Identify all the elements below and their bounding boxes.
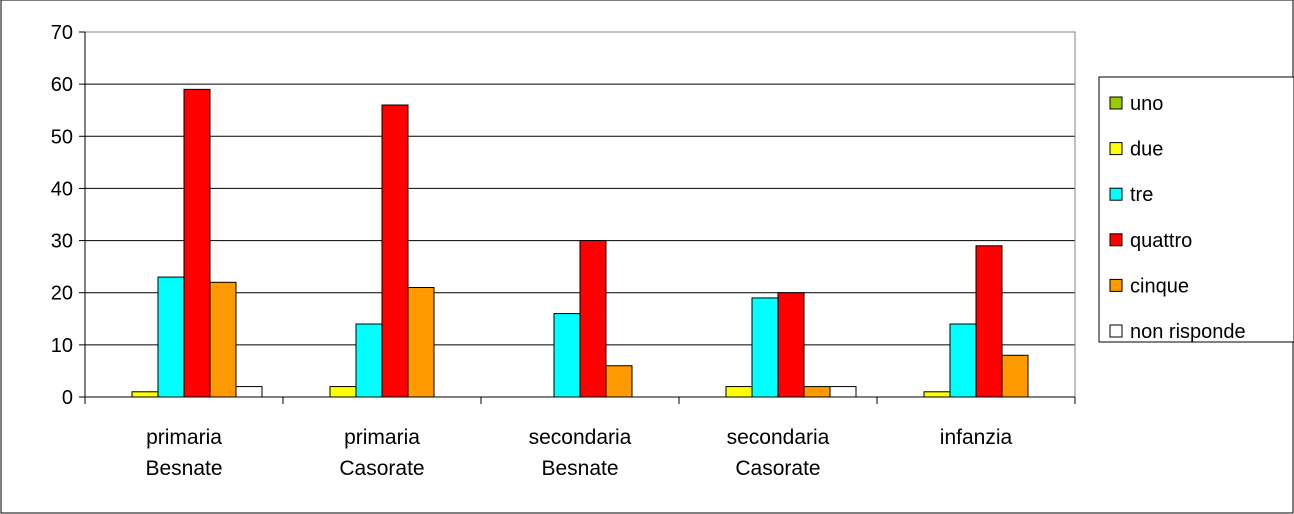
bar-cinque-0	[209, 281, 237, 398]
y-tick-label: 60	[51, 74, 73, 96]
bar-due-3	[725, 386, 753, 398]
x-tick-label: Besnate	[541, 457, 618, 480]
legend-swatch	[1109, 278, 1123, 292]
x-tick-label: Besnate	[145, 457, 222, 480]
bar-quattro-0	[183, 88, 211, 398]
bar-cinque-1	[407, 287, 435, 398]
bar-non-risponde-3	[829, 386, 857, 398]
legend-label: non risponde	[1130, 321, 1246, 343]
bar-due-1	[329, 386, 357, 398]
bar-tre-4	[949, 323, 977, 398]
x-tick-label: infanzia	[940, 426, 1013, 449]
legend-label: tre	[1130, 184, 1153, 206]
y-tick-label: 40	[51, 178, 73, 200]
y-tick-label: 0	[62, 387, 73, 409]
y-tick-label: 50	[51, 126, 73, 148]
bar-non-risponde-0	[235, 386, 263, 398]
legend-swatch	[1109, 96, 1123, 110]
bar-tre-2	[553, 313, 581, 398]
axes: 0 10 20 30 40 50 60 70 primaria Besnate primaria Ca…	[51, 22, 1076, 480]
legend-swatch	[1109, 324, 1123, 338]
x-tick-label: Casorate	[735, 457, 820, 480]
legend-swatch	[1109, 233, 1123, 247]
y-tick-label: 20	[51, 283, 73, 305]
bar-quattro-3	[777, 292, 805, 398]
bar-tre-0	[157, 276, 185, 398]
bar-due-0	[131, 391, 159, 398]
bar-quattro-2	[579, 240, 607, 398]
x-tick-label: Casorate	[339, 457, 424, 480]
legend-box	[1098, 76, 1294, 343]
legend-swatch	[1109, 187, 1123, 201]
bar-cinque-4	[1001, 354, 1029, 398]
legend: uno due tre quattro cinque non risponde	[1098, 76, 1294, 343]
legend-label: uno	[1130, 93, 1163, 115]
bar-tre-3	[751, 297, 779, 398]
y-tick-label: 70	[51, 22, 73, 44]
y-tick-label: 30	[51, 231, 73, 253]
bar-tre-1	[355, 323, 383, 398]
x-tick-label: secondaria	[727, 426, 830, 449]
y-tick-label: 10	[51, 335, 73, 357]
legend-label: quattro	[1130, 230, 1192, 252]
x-tick-label: secondaria	[529, 426, 632, 449]
bars	[131, 88, 1029, 398]
bar-cinque-3	[803, 386, 831, 398]
bar-quattro-1	[381, 104, 409, 398]
bar-due-4	[923, 391, 951, 398]
x-tick-label: primaria	[344, 426, 420, 449]
bar-cinque-2	[605, 365, 633, 398]
bar-quattro-4	[975, 245, 1003, 398]
legend-label: due	[1130, 139, 1163, 161]
legend-label: cinque	[1130, 275, 1189, 297]
x-tick-label: primaria	[146, 426, 222, 449]
legend-swatch	[1109, 142, 1123, 156]
